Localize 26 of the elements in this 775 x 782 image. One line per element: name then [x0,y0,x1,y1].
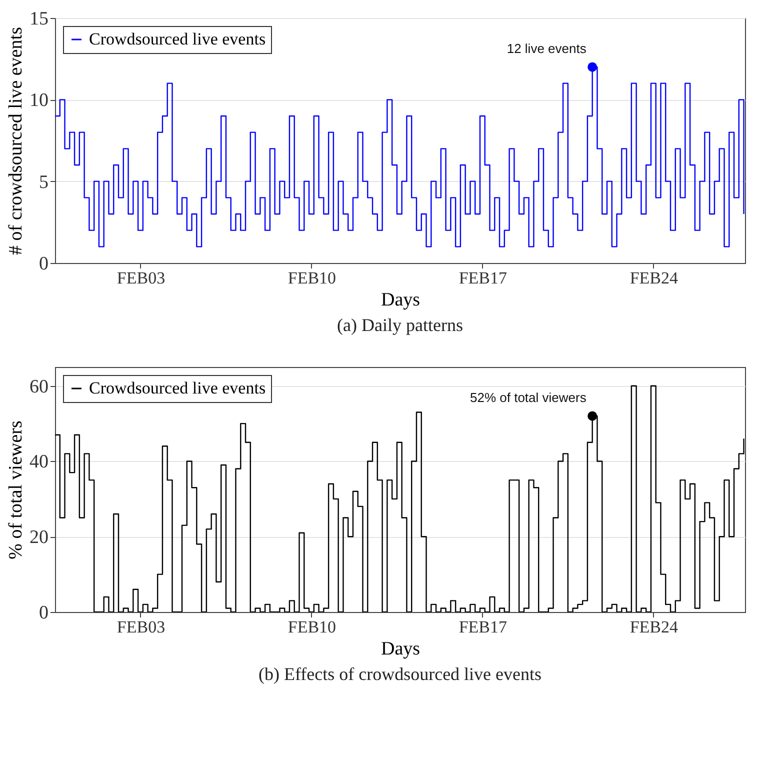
x-tick-label: FEB17 [458,268,508,288]
y-tick-label: 60 [30,376,48,398]
y-tick-label: 0 [39,602,48,624]
y-tick-label: 0 [39,254,48,274]
y-tick-label: 5 [39,172,48,193]
legend-label: Crowdsourced live events [89,30,266,48]
x-tick-label: FEB03 [116,618,166,636]
y-tick-label: 20 [30,527,48,548]
x-axis-title: Days [380,290,420,310]
y-tick-label: 10 [30,90,48,112]
legend-label: Crowdsourced live events [89,378,266,398]
text: (b) Effects of crowdsourced live events [258,664,542,684]
y-axis-title: # of crowdsourced live events [6,27,26,255]
x-tick-label: FEB03 [116,268,166,288]
x-tick-label: FEB10 [288,618,336,636]
x-tick-label: FEB24 [630,618,678,636]
annotation: 52% of total viewers [470,390,587,405]
x-tick-label: FEB24 [630,268,678,288]
y-tick-label: 15 [30,8,48,30]
y-tick-label: 40 [30,452,48,473]
text: (a) Daily patterns [337,315,463,335]
x-tick-label: FEB10 [288,268,336,288]
x-axis-title: Days [380,638,420,660]
x-tick-label: FEB17 [458,618,508,636]
annotation: 12 live events [506,41,587,56]
y-axis-title: % of total viewers [6,420,26,560]
